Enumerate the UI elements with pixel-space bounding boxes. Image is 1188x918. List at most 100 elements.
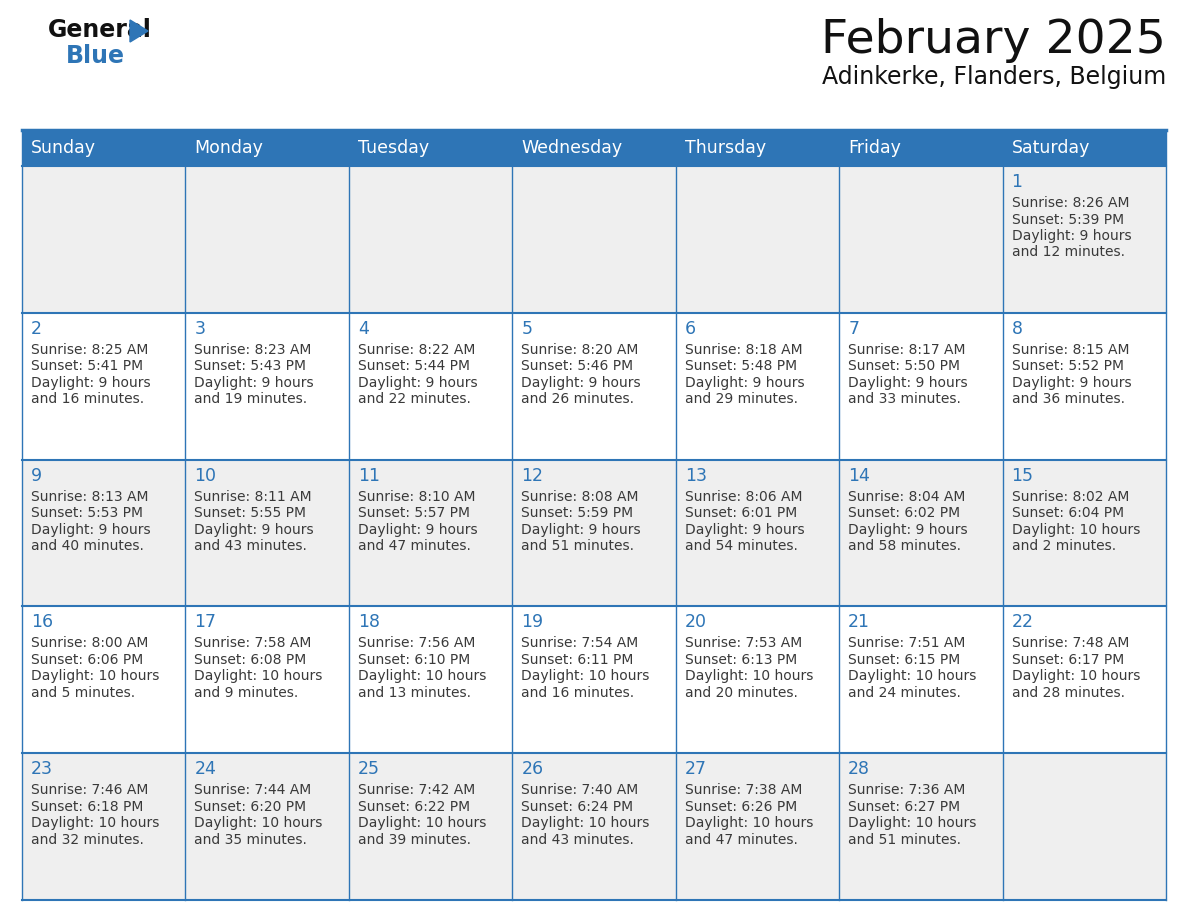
Text: and 47 minutes.: and 47 minutes. [358,539,470,554]
Text: Sunrise: 8:13 AM: Sunrise: 8:13 AM [31,489,148,504]
Text: and 20 minutes.: and 20 minutes. [684,686,797,700]
Bar [185,130,349,166]
Text: Daylight: 9 hours: Daylight: 9 hours [358,522,478,537]
Text: Sunset: 6:17 PM: Sunset: 6:17 PM [1011,653,1124,666]
Text: and 29 minutes.: and 29 minutes. [684,392,797,407]
Bar [23,130,185,166]
Text: Daylight: 10 hours: Daylight: 10 hours [848,669,977,683]
Text: Daylight: 9 hours: Daylight: 9 hours [195,522,314,537]
Text: Daylight: 9 hours: Daylight: 9 hours [684,375,804,390]
Text: Sunset: 6:01 PM: Sunset: 6:01 PM [684,506,797,521]
Text: Sunset: 6:04 PM: Sunset: 6:04 PM [1011,506,1124,521]
Text: Saturday: Saturday [1011,139,1089,157]
Text: Daylight: 10 hours: Daylight: 10 hours [1011,522,1140,537]
Text: 1: 1 [1011,173,1023,191]
Text: and 43 minutes.: and 43 minutes. [195,539,308,554]
Text: and 28 minutes.: and 28 minutes. [1011,686,1125,700]
Text: Sunrise: 7:44 AM: Sunrise: 7:44 AM [195,783,311,797]
Text: and 16 minutes.: and 16 minutes. [522,686,634,700]
Text: 12: 12 [522,466,543,485]
Text: Daylight: 10 hours: Daylight: 10 hours [1011,669,1140,683]
Text: Daylight: 9 hours: Daylight: 9 hours [31,522,151,537]
Text: Daylight: 10 hours: Daylight: 10 hours [358,669,486,683]
Bar [349,130,512,166]
Text: Sunset: 6:08 PM: Sunset: 6:08 PM [195,653,307,666]
Text: 22: 22 [1011,613,1034,632]
Text: Adinkerke, Flanders, Belgium: Adinkerke, Flanders, Belgium [822,65,1165,89]
Text: Daylight: 10 hours: Daylight: 10 hours [848,816,977,830]
Text: Daylight: 10 hours: Daylight: 10 hours [195,669,323,683]
Text: Sunset: 6:20 PM: Sunset: 6:20 PM [195,800,307,813]
Text: Sunset: 5:55 PM: Sunset: 5:55 PM [195,506,307,521]
Text: Sunset: 6:15 PM: Sunset: 6:15 PM [848,653,960,666]
Text: Sunset: 6:13 PM: Sunset: 6:13 PM [684,653,797,666]
Text: 24: 24 [195,760,216,778]
Text: Sunset: 5:53 PM: Sunset: 5:53 PM [31,506,143,521]
Text: 10: 10 [195,466,216,485]
Text: 4: 4 [358,319,368,338]
Text: Daylight: 10 hours: Daylight: 10 hours [31,816,159,830]
Text: and 51 minutes.: and 51 minutes. [522,539,634,554]
Text: Sunset: 5:39 PM: Sunset: 5:39 PM [1011,212,1124,227]
Text: and 36 minutes.: and 36 minutes. [1011,392,1125,407]
Text: Sunrise: 8:26 AM: Sunrise: 8:26 AM [1011,196,1129,210]
Text: 6: 6 [684,319,696,338]
Text: Sunrise: 7:40 AM: Sunrise: 7:40 AM [522,783,638,797]
Bar [23,166,1165,313]
Text: Wednesday: Wednesday [522,139,623,157]
Text: Sunset: 6:27 PM: Sunset: 6:27 PM [848,800,960,813]
Text: Sunrise: 8:15 AM: Sunrise: 8:15 AM [1011,342,1129,357]
Text: Sunset: 6:10 PM: Sunset: 6:10 PM [358,653,470,666]
Text: and 39 minutes.: and 39 minutes. [358,833,470,846]
Text: Tuesday: Tuesday [358,139,429,157]
Text: and 40 minutes.: and 40 minutes. [31,539,144,554]
Text: 17: 17 [195,613,216,632]
Text: 11: 11 [358,466,380,485]
Text: Daylight: 9 hours: Daylight: 9 hours [684,522,804,537]
Text: and 13 minutes.: and 13 minutes. [358,686,470,700]
Text: Sunset: 6:06 PM: Sunset: 6:06 PM [31,653,144,666]
Bar [512,130,676,166]
Text: and 51 minutes.: and 51 minutes. [848,833,961,846]
Text: Blue: Blue [67,44,125,68]
Bar [1003,130,1165,166]
Text: 5: 5 [522,319,532,338]
Text: Daylight: 10 hours: Daylight: 10 hours [684,669,813,683]
Text: Daylight: 9 hours: Daylight: 9 hours [848,375,968,390]
Text: Sunrise: 8:25 AM: Sunrise: 8:25 AM [31,342,148,357]
Text: and 35 minutes.: and 35 minutes. [195,833,308,846]
Text: and 54 minutes.: and 54 minutes. [684,539,797,554]
Text: 14: 14 [848,466,870,485]
Text: and 58 minutes.: and 58 minutes. [848,539,961,554]
Text: Sunset: 6:24 PM: Sunset: 6:24 PM [522,800,633,813]
Text: Sunset: 5:50 PM: Sunset: 5:50 PM [848,359,960,374]
Text: Sunrise: 7:36 AM: Sunrise: 7:36 AM [848,783,966,797]
Polygon shape [129,20,148,42]
Text: February 2025: February 2025 [821,18,1165,63]
Text: 15: 15 [1011,466,1034,485]
Text: Sunset: 6:18 PM: Sunset: 6:18 PM [31,800,144,813]
Text: Daylight: 10 hours: Daylight: 10 hours [358,816,486,830]
Text: Sunrise: 7:42 AM: Sunrise: 7:42 AM [358,783,475,797]
Text: Sunset: 5:59 PM: Sunset: 5:59 PM [522,506,633,521]
Text: Sunrise: 7:58 AM: Sunrise: 7:58 AM [195,636,311,650]
Text: and 26 minutes.: and 26 minutes. [522,392,634,407]
Text: Sunset: 5:48 PM: Sunset: 5:48 PM [684,359,797,374]
Text: Sunrise: 7:48 AM: Sunrise: 7:48 AM [1011,636,1129,650]
Text: Sunrise: 7:51 AM: Sunrise: 7:51 AM [848,636,966,650]
Text: Sunrise: 8:20 AM: Sunrise: 8:20 AM [522,342,639,357]
Text: and 2 minutes.: and 2 minutes. [1011,539,1116,554]
Text: Sunrise: 8:22 AM: Sunrise: 8:22 AM [358,342,475,357]
Text: and 9 minutes.: and 9 minutes. [195,686,298,700]
Text: 25: 25 [358,760,380,778]
Text: Sunrise: 7:38 AM: Sunrise: 7:38 AM [684,783,802,797]
Text: Daylight: 9 hours: Daylight: 9 hours [358,375,478,390]
Text: 27: 27 [684,760,707,778]
Text: 2: 2 [31,319,42,338]
Text: Sunday: Sunday [31,139,96,157]
Text: 16: 16 [31,613,53,632]
Text: Daylight: 9 hours: Daylight: 9 hours [1011,229,1131,243]
Text: Daylight: 9 hours: Daylight: 9 hours [522,375,640,390]
Text: Sunrise: 8:23 AM: Sunrise: 8:23 AM [195,342,311,357]
Text: Friday: Friday [848,139,901,157]
